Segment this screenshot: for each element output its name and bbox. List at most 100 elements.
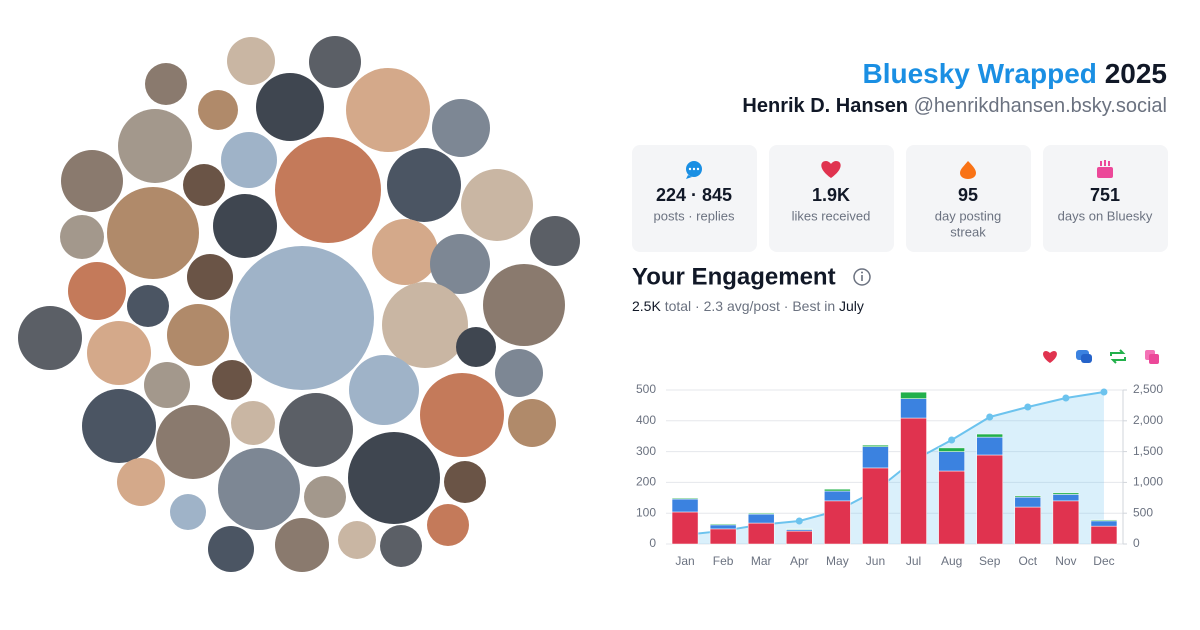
- avatar[interactable]: [483, 264, 565, 346]
- x-tick-label: Nov: [1055, 554, 1076, 568]
- avatar[interactable]: [372, 219, 438, 285]
- avatar[interactable]: [456, 327, 496, 367]
- avatar[interactable]: [279, 393, 353, 467]
- avatar[interactable]: [230, 246, 374, 390]
- avatar[interactable]: [61, 150, 123, 212]
- legend-replies[interactable]: [1076, 350, 1092, 363]
- bar-segment: [1090, 520, 1118, 527]
- x-tick-label: Jan: [675, 554, 694, 568]
- avatar[interactable]: [198, 90, 238, 130]
- icon-likes: [821, 161, 841, 178]
- x-tick-label: Aug: [941, 554, 962, 568]
- bar-segment: [900, 391, 927, 399]
- x-tick-label: Jun: [866, 554, 885, 568]
- avatar[interactable]: [167, 304, 229, 366]
- avatar[interactable]: [213, 194, 277, 258]
- bar-segment: [976, 454, 1003, 545]
- avatar[interactable]: [212, 360, 252, 400]
- avatar[interactable]: [256, 73, 324, 141]
- bar-segment: [786, 530, 813, 545]
- avatar[interactable]: [183, 164, 225, 206]
- avatar[interactable]: [304, 476, 346, 518]
- bar-segment: [824, 500, 851, 545]
- avatar[interactable]: [380, 525, 422, 567]
- avatar[interactable]: [156, 405, 230, 479]
- avatar[interactable]: [495, 349, 543, 397]
- bar-segment: [862, 467, 889, 545]
- legend-likes[interactable]: [1043, 351, 1057, 363]
- avatar[interactable]: [208, 526, 254, 572]
- avatar[interactable]: [309, 36, 361, 88]
- avatar[interactable]: [432, 99, 490, 157]
- avatar[interactable]: [60, 215, 104, 259]
- stat-label: posts · replies: [654, 208, 735, 223]
- avatar[interactable]: [508, 399, 556, 447]
- avatar[interactable]: [275, 137, 381, 243]
- avatar[interactable]: [427, 504, 469, 546]
- avatar[interactable]: [275, 518, 329, 572]
- bar-segment: [976, 436, 1003, 456]
- bar-segment: [747, 512, 775, 515]
- icon-posts: [686, 161, 702, 179]
- avatar[interactable]: [18, 306, 82, 370]
- bar-segment: [671, 498, 699, 513]
- avatar[interactable]: [349, 355, 419, 425]
- avatar[interactable]: [221, 132, 277, 188]
- stat-value: 224 · 845: [656, 185, 732, 205]
- stat-value: 1.9K: [812, 185, 850, 205]
- avatar[interactable]: [117, 458, 165, 506]
- avatar[interactable]: [145, 63, 187, 105]
- user-handle: @henrikdhansen.bsky.social: [914, 95, 1167, 117]
- cumulative-point: [1024, 403, 1032, 411]
- avatar[interactable]: [530, 216, 580, 266]
- avatar[interactable]: [346, 68, 430, 152]
- avatar[interactable]: [187, 254, 233, 300]
- stat-label: likes received: [792, 208, 871, 223]
- legend-quotes[interactable]: [1145, 350, 1159, 364]
- bar-segment: [976, 433, 1003, 438]
- avatar[interactable]: [127, 285, 169, 327]
- avatar[interactable]: [430, 234, 490, 294]
- avatar[interactable]: [118, 109, 192, 183]
- section-title: Your Engagement: [632, 263, 836, 290]
- avatar[interactable]: [420, 373, 504, 457]
- avatar[interactable]: [87, 321, 151, 385]
- y-tick-label: 300: [636, 444, 656, 458]
- avatar[interactable]: [144, 362, 190, 408]
- cumulative-point: [948, 436, 956, 444]
- bar-segment: [900, 398, 927, 419]
- avatar[interactable]: [231, 401, 275, 445]
- avatar[interactable]: [227, 37, 275, 85]
- avatar[interactable]: [107, 187, 199, 279]
- stat-label: day posting: [935, 208, 1002, 223]
- icon-streak: [960, 161, 976, 179]
- stat-value: 95: [958, 185, 978, 205]
- bar-segment: [747, 522, 775, 545]
- avatar[interactable]: [338, 521, 376, 559]
- y2-tick-label: 1,500: [1133, 444, 1163, 458]
- avatar[interactable]: [382, 282, 468, 368]
- stat-value: 751: [1090, 185, 1120, 205]
- avatar[interactable]: [218, 448, 300, 530]
- y-tick-label: 400: [636, 413, 656, 427]
- info-icon[interactable]: [853, 268, 871, 286]
- bar-segment: [709, 523, 737, 526]
- avatar[interactable]: [348, 432, 440, 524]
- title-year: 2025: [1105, 58, 1167, 89]
- avatar[interactable]: [387, 148, 461, 222]
- avatar[interactable]: [461, 169, 533, 241]
- legend: [1043, 349, 1159, 364]
- cumulative-point: [1062, 394, 1070, 402]
- bar-segment: [1090, 519, 1118, 522]
- user-name: Henrik D. Hansen: [742, 95, 908, 117]
- cumulative-point: [986, 413, 994, 421]
- avatar[interactable]: [68, 262, 126, 320]
- bar-segment: [824, 490, 851, 502]
- stat-label: days on Bluesky: [1058, 208, 1153, 223]
- avatar[interactable]: [444, 461, 486, 503]
- avatar[interactable]: [170, 494, 206, 530]
- bar-segment: [709, 528, 737, 545]
- avatar[interactable]: [82, 389, 156, 463]
- legend-reposts[interactable]: [1110, 349, 1126, 364]
